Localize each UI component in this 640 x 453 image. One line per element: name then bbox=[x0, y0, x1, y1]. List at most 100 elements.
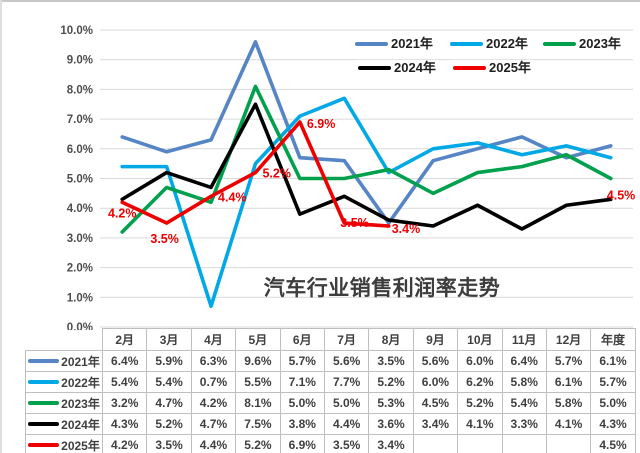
table-cell: 4.1% bbox=[457, 413, 503, 435]
row-series-swatch bbox=[28, 380, 60, 384]
table-cell: 3.3% bbox=[501, 413, 547, 435]
table-row-2022年: 2022年 5.4% 5.4% 0.7% 5.5% 7.1% 7.7% 5.2% 6.0% 6.2… bbox=[25, 371, 636, 393]
row-header-2024年: 2024年 bbox=[25, 413, 103, 435]
series-line-2021年 bbox=[120, 40, 613, 225]
table-cell: 3.5% bbox=[323, 434, 370, 453]
table-row-2023年: 2023年 3.2% 4.7% 4.2% 8.1% 5.0% 5.0% 5.3% 4.5% 5.2… bbox=[25, 392, 636, 414]
table-cell: 5.4% bbox=[146, 371, 192, 393]
data-label: 3.4% bbox=[392, 222, 421, 236]
table-cell: 6.9% bbox=[279, 434, 325, 453]
series-2025年 bbox=[120, 120, 391, 228]
row-series-label: 2022年 bbox=[61, 375, 100, 390]
table-cell: 5.2% bbox=[146, 413, 192, 435]
row-series-swatch bbox=[28, 359, 60, 363]
table-header-blank bbox=[26, 329, 103, 351]
frame-left-edge bbox=[0, 0, 2, 453]
y-tick-label: 7.0% bbox=[67, 114, 93, 126]
table-cell: 4.5% bbox=[412, 392, 459, 414]
data-label: 3.5% bbox=[150, 232, 179, 246]
table-header-2月: 2月 bbox=[101, 328, 148, 351]
row-series-label: 2021年 bbox=[61, 354, 100, 369]
legend-line-swatch bbox=[543, 42, 576, 46]
table-cell: 9.6% bbox=[235, 350, 281, 372]
data-labels-2025: 4.2% 3.5% 4.4% 5.2% 6.9% 3.5% 3.4% 4.5% bbox=[108, 117, 635, 246]
legend-label: 2025年 bbox=[489, 60, 531, 75]
legend-item-2023年: 2023年 bbox=[541, 36, 623, 52]
table-cell: 6.0% bbox=[412, 371, 459, 393]
table-cell: 5.0% bbox=[323, 392, 370, 414]
series-line-2022年 bbox=[120, 96, 613, 309]
table-cell: 6.3% bbox=[190, 350, 237, 372]
y-tick-label: 2.0% bbox=[67, 263, 93, 275]
table-row-2024年: 2024年 4.3% 5.2% 4.7% 7.5% 3.8% 4.4% 3.6% 3.4% 4.1… bbox=[25, 413, 636, 435]
y-tick-label: 6.0% bbox=[67, 144, 93, 156]
row-header-2022年: 2022年 bbox=[25, 371, 103, 393]
table-cell: 6.4% bbox=[501, 350, 547, 372]
series-line-2025年 bbox=[120, 120, 391, 228]
table-cell: 5.4% bbox=[501, 392, 547, 414]
legend-item-2022年: 2022年 bbox=[448, 36, 530, 52]
table-cell: 4.4% bbox=[323, 413, 370, 435]
table-cell: 5.2% bbox=[235, 434, 281, 453]
data-label: 5.2% bbox=[262, 167, 291, 181]
series-line-2024年 bbox=[120, 102, 613, 231]
data-label: 3.5% bbox=[340, 216, 369, 230]
table-cell: 5.7% bbox=[545, 350, 592, 372]
table-cell: 5.6% bbox=[323, 350, 370, 372]
table-header-11月: 11月 bbox=[501, 328, 547, 351]
row-header-2025年: 2025年 bbox=[25, 434, 103, 453]
series-2024年 bbox=[120, 102, 613, 231]
legend-label: 2024年 bbox=[394, 60, 436, 75]
table-row-2021年: 2021年 6.4% 5.9% 6.3% 9.6% 5.7% 5.6% 3.5% 5.6% 6.0… bbox=[25, 350, 636, 372]
table-header-9月: 9月 bbox=[412, 328, 459, 351]
table-cell: 6.4% bbox=[101, 350, 148, 372]
y-tick-label: 3.0% bbox=[67, 233, 93, 245]
y-axis-tick-labels: 0.0% 1.0% 2.0% 3.0% 4.0% 5.0% 6.0% 7.0% 8.0% 9.0%… bbox=[60, 25, 93, 330]
legend-label: 2023年 bbox=[579, 36, 621, 51]
table-cell: 6.0% bbox=[457, 350, 503, 372]
table-cell: 4.5% bbox=[590, 434, 636, 453]
table-cell: 5.8% bbox=[545, 392, 592, 414]
legend-line-swatch bbox=[355, 42, 388, 46]
table-header-7月: 7月 bbox=[323, 328, 370, 351]
table-cell: 4.4% bbox=[190, 434, 237, 453]
table-cell: 5.2% bbox=[457, 392, 503, 414]
legend-line-swatch bbox=[453, 66, 486, 70]
table-header-8月: 8月 bbox=[368, 328, 414, 351]
table-cell: 7.7% bbox=[323, 371, 370, 393]
table-cell: 8.1% bbox=[235, 392, 281, 414]
legend-label: 2022年 bbox=[486, 36, 528, 51]
row-series-swatch bbox=[28, 443, 60, 447]
table-cell: 0.7% bbox=[190, 371, 237, 393]
table-cell: 5.3% bbox=[368, 392, 414, 414]
row-series-swatch bbox=[28, 422, 60, 426]
profit-margin-line-chart: 0.0% 1.0% 2.0% 3.0% 4.0% 5.0% 6.0% 7.0% 8.0% 9.0%… bbox=[60, 25, 635, 330]
row-series-label: 2023年 bbox=[61, 396, 100, 411]
table-cell: 5.2% bbox=[368, 371, 414, 393]
legend-label: 2021年 bbox=[391, 36, 433, 51]
legend-item-2024年: 2024年 bbox=[356, 60, 438, 76]
table-cell: 4.1% bbox=[545, 413, 592, 435]
table-cell: 5.8% bbox=[501, 371, 547, 393]
y-tick-label: 0.0% bbox=[67, 322, 93, 330]
table-cell bbox=[501, 434, 547, 453]
table-cell: 4.2% bbox=[101, 434, 148, 453]
legend-item-2021年: 2021年 bbox=[353, 36, 435, 52]
y-tick-label: 1.0% bbox=[67, 292, 93, 304]
table-header-10月: 10月 bbox=[457, 328, 503, 351]
table-cell bbox=[545, 434, 592, 453]
table-header-6月: 6月 bbox=[279, 328, 325, 351]
table-cell: 5.4% bbox=[101, 371, 148, 393]
table-cell: 5.0% bbox=[279, 392, 325, 414]
row-series-label: 2025年 bbox=[61, 438, 100, 453]
table-cell bbox=[412, 434, 459, 453]
table-cell: 3.8% bbox=[279, 413, 325, 435]
frame-top-edge bbox=[0, 0, 640, 2]
table-cell: 5.7% bbox=[279, 350, 325, 372]
table-cell: 4.2% bbox=[190, 392, 237, 414]
row-header-2023年: 2023年 bbox=[25, 392, 103, 414]
table-cell: 5.6% bbox=[412, 350, 459, 372]
table-cell bbox=[457, 434, 503, 453]
series-2022年 bbox=[120, 96, 613, 309]
